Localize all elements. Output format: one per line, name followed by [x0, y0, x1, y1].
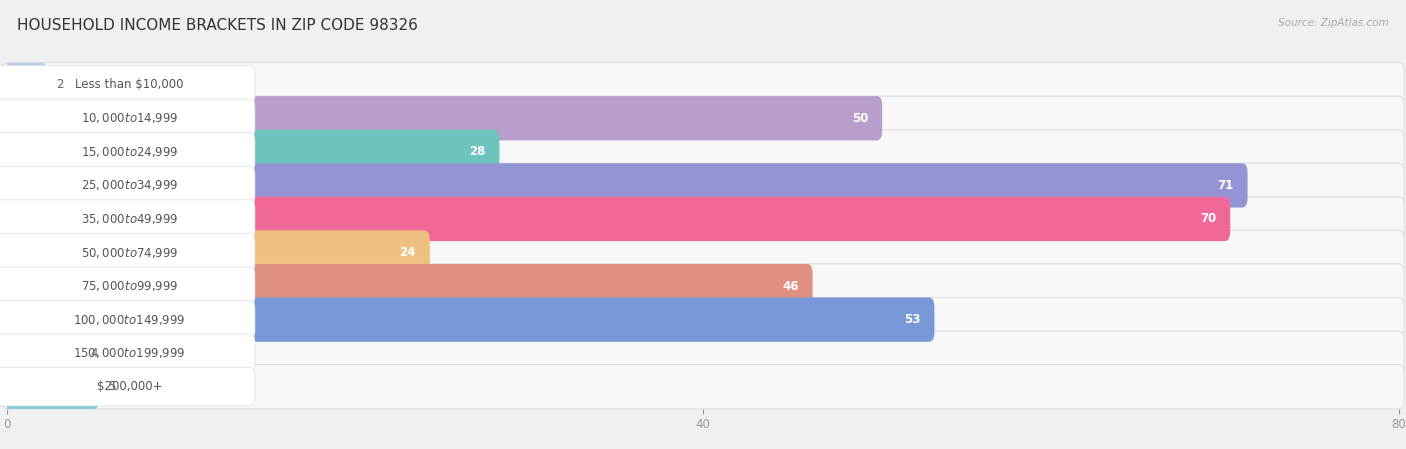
Text: 4: 4 [90, 347, 98, 360]
FancyBboxPatch shape [1, 298, 935, 342]
Text: 71: 71 [1218, 179, 1233, 192]
FancyBboxPatch shape [0, 300, 254, 339]
Text: $100,000 to $149,999: $100,000 to $149,999 [73, 313, 186, 326]
Text: $150,000 to $199,999: $150,000 to $199,999 [73, 346, 186, 360]
FancyBboxPatch shape [1, 331, 1405, 375]
Text: $10,000 to $14,999: $10,000 to $14,999 [82, 111, 179, 125]
Text: Source: ZipAtlas.com: Source: ZipAtlas.com [1278, 18, 1389, 28]
Text: $35,000 to $49,999: $35,000 to $49,999 [82, 212, 179, 226]
FancyBboxPatch shape [1, 130, 499, 174]
FancyBboxPatch shape [1, 264, 1405, 308]
Text: 5: 5 [108, 380, 115, 393]
FancyBboxPatch shape [1, 298, 1405, 342]
FancyBboxPatch shape [1, 163, 1405, 207]
Text: 70: 70 [1201, 212, 1216, 225]
Text: 53: 53 [904, 313, 921, 326]
FancyBboxPatch shape [1, 197, 1405, 241]
Text: $75,000 to $99,999: $75,000 to $99,999 [82, 279, 179, 293]
FancyBboxPatch shape [0, 267, 254, 305]
Text: $15,000 to $24,999: $15,000 to $24,999 [82, 145, 179, 159]
Text: $50,000 to $74,999: $50,000 to $74,999 [82, 246, 179, 260]
FancyBboxPatch shape [1, 197, 1230, 241]
FancyBboxPatch shape [1, 96, 1405, 141]
FancyBboxPatch shape [1, 62, 46, 107]
FancyBboxPatch shape [1, 331, 82, 375]
FancyBboxPatch shape [0, 200, 254, 238]
FancyBboxPatch shape [1, 365, 1405, 409]
FancyBboxPatch shape [1, 163, 1247, 207]
Text: 28: 28 [470, 145, 485, 158]
Text: Less than $10,000: Less than $10,000 [76, 78, 184, 91]
Text: 50: 50 [852, 112, 869, 125]
FancyBboxPatch shape [1, 230, 430, 275]
FancyBboxPatch shape [1, 62, 1405, 107]
FancyBboxPatch shape [1, 130, 1405, 174]
Text: 2: 2 [56, 78, 63, 91]
FancyBboxPatch shape [1, 264, 813, 308]
Text: HOUSEHOLD INCOME BRACKETS IN ZIP CODE 98326: HOUSEHOLD INCOME BRACKETS IN ZIP CODE 98… [17, 18, 418, 33]
FancyBboxPatch shape [0, 166, 254, 204]
FancyBboxPatch shape [0, 368, 254, 406]
Text: $200,000+: $200,000+ [97, 380, 163, 393]
FancyBboxPatch shape [1, 96, 882, 141]
Text: $25,000 to $34,999: $25,000 to $34,999 [82, 178, 179, 192]
Text: 24: 24 [399, 246, 416, 259]
FancyBboxPatch shape [1, 230, 1405, 275]
FancyBboxPatch shape [0, 233, 254, 272]
FancyBboxPatch shape [0, 334, 254, 372]
FancyBboxPatch shape [1, 365, 100, 409]
FancyBboxPatch shape [0, 132, 254, 171]
FancyBboxPatch shape [0, 66, 254, 104]
FancyBboxPatch shape [0, 99, 254, 137]
Text: 46: 46 [782, 280, 799, 293]
